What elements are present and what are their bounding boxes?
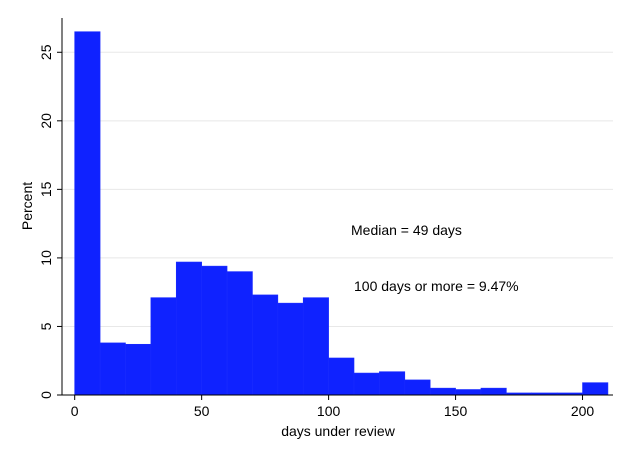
histogram-bar-17 bbox=[480, 387, 507, 396]
histogram-bars bbox=[74, 31, 609, 396]
over-100-days-annotation: 100 days or more = 9.47% bbox=[354, 278, 519, 294]
y-axis-title: Percent bbox=[19, 182, 35, 230]
histogram-bar-9 bbox=[277, 302, 304, 396]
histogram-bar-21 bbox=[582, 382, 609, 396]
histogram-bar-3 bbox=[125, 343, 152, 396]
y-tick-label-25: 25 bbox=[38, 44, 54, 60]
histogram-bar-16 bbox=[455, 389, 482, 396]
y-tick-label-20: 20 bbox=[38, 113, 54, 129]
histogram-bar-5 bbox=[175, 261, 202, 396]
y-tick-label-5: 5 bbox=[38, 322, 54, 330]
histogram-bar-7 bbox=[226, 271, 253, 396]
axes bbox=[61, 18, 613, 396]
x-tick-label-0: 0 bbox=[71, 403, 79, 419]
x-tick-label-100: 100 bbox=[317, 403, 341, 419]
y-tick-label-10: 10 bbox=[38, 250, 54, 266]
histogram-bar-2 bbox=[99, 342, 126, 396]
y-tick-label-0: 0 bbox=[38, 391, 54, 399]
histogram-bar-4 bbox=[150, 297, 177, 396]
histogram-bar-15 bbox=[429, 387, 456, 396]
gridlines bbox=[62, 51, 613, 327]
histogram-bar-1 bbox=[74, 31, 101, 396]
x-axis-title: days under review bbox=[281, 423, 396, 439]
x-tick-label-200: 200 bbox=[571, 403, 595, 419]
x-tick-label-150: 150 bbox=[444, 403, 468, 419]
histogram-bar-8 bbox=[252, 294, 279, 396]
histogram-bar-10 bbox=[302, 297, 329, 396]
median-annotation: Median = 49 days bbox=[351, 222, 462, 238]
histogram-bar-14 bbox=[404, 379, 431, 396]
histogram-bar-12 bbox=[353, 372, 380, 396]
x-tick-label-50: 50 bbox=[194, 403, 210, 419]
histogram-bar-6 bbox=[201, 265, 228, 396]
histogram-bar-11 bbox=[328, 357, 355, 396]
histogram-bar-13 bbox=[379, 371, 406, 396]
axis-ticks: 0 5 10 15 20 25 0 50 100 150 200 bbox=[38, 44, 594, 419]
y-tick-label-15: 15 bbox=[38, 181, 54, 197]
